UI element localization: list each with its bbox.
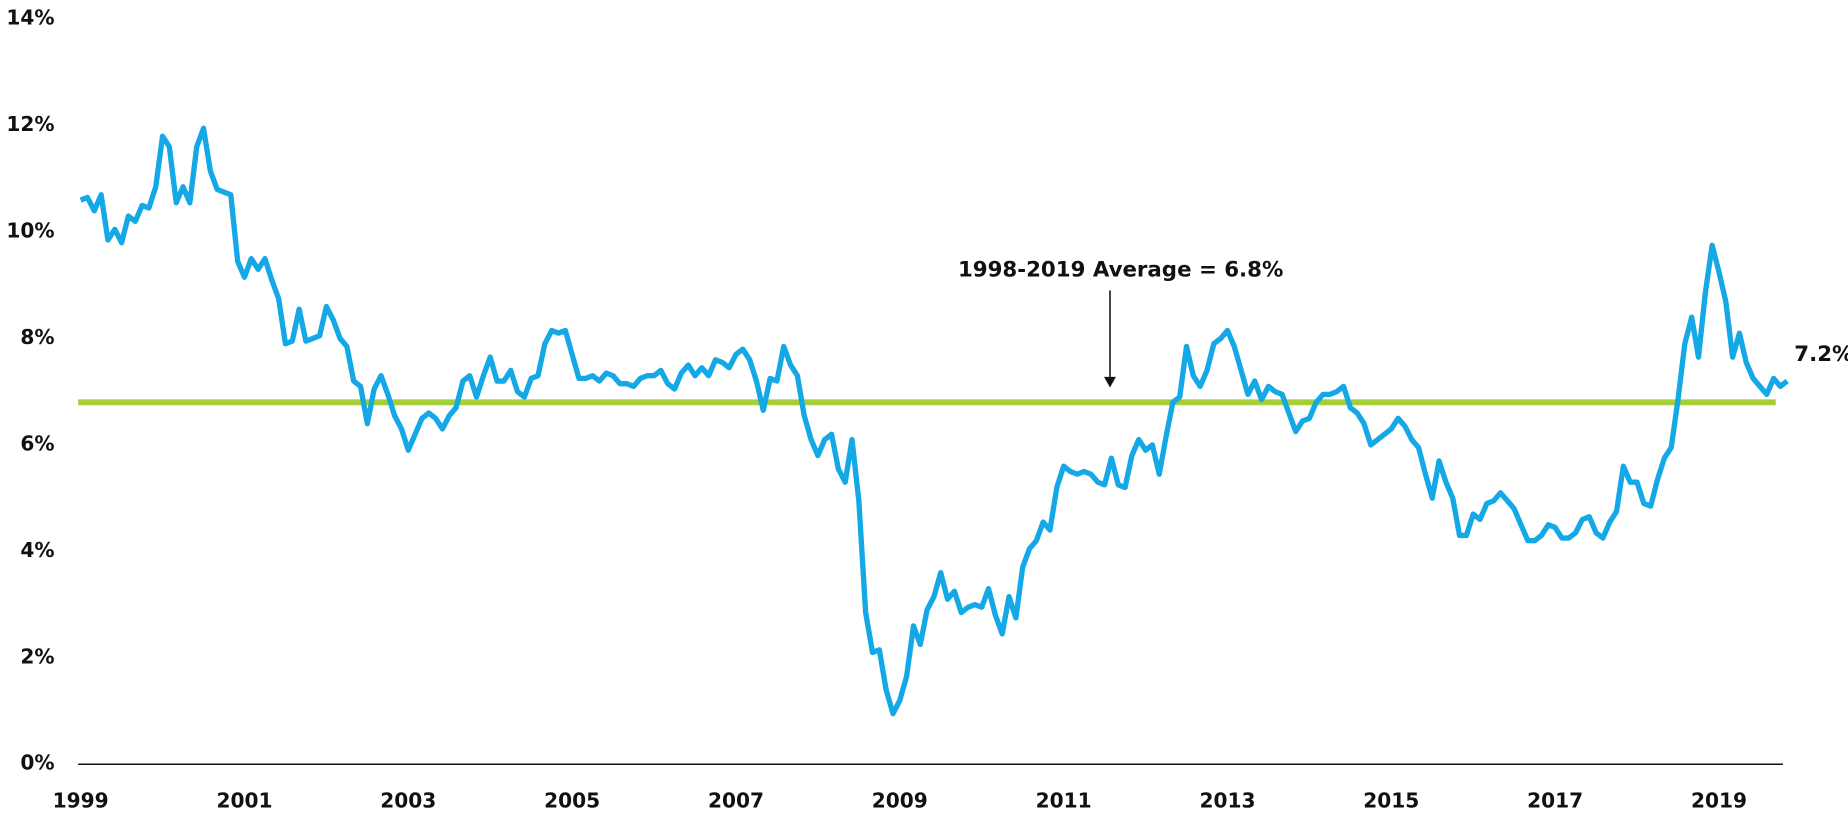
y-tick-label: 12% xyxy=(6,112,54,136)
y-tick-label: 10% xyxy=(6,219,54,243)
y-tick-label: 8% xyxy=(20,325,54,349)
x-tick-label: 2003 xyxy=(380,789,436,813)
y-tick-label: 0% xyxy=(20,751,54,775)
y-tick-label: 6% xyxy=(20,431,54,455)
x-tick-label: 2011 xyxy=(1036,789,1092,813)
x-tick-label: 2009 xyxy=(872,789,928,813)
x-tick-label: 1999 xyxy=(53,789,109,813)
end-label: 7.2% xyxy=(1794,342,1848,367)
data-line xyxy=(79,125,1789,717)
y-tick-label: 2% xyxy=(20,644,54,668)
x-tick-label: 2017 xyxy=(1527,789,1583,813)
x-tick-label: 2005 xyxy=(544,789,600,813)
arrow-head xyxy=(1104,376,1116,388)
annotation: 1998-2019 Average = 6.8% xyxy=(958,257,1283,282)
x-tick-label: 2015 xyxy=(1363,789,1419,813)
x-tick-label: 2019 xyxy=(1691,789,1747,813)
y-tick-label: 14% xyxy=(6,6,54,30)
y-tick-label: 4% xyxy=(20,538,54,562)
x-tick-label: 2007 xyxy=(708,789,764,813)
x-tick-label: 2001 xyxy=(216,789,272,813)
x-tick-label: 2013 xyxy=(1199,789,1255,813)
